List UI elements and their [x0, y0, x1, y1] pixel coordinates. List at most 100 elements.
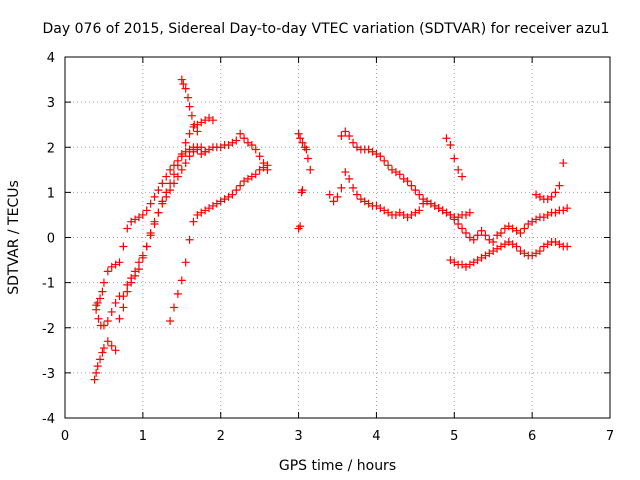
- data-point: [138, 251, 147, 260]
- data-point: [154, 208, 163, 217]
- data-point: [98, 287, 107, 296]
- data-point: [329, 197, 338, 206]
- data-point: [306, 165, 315, 174]
- data-point: [115, 314, 124, 323]
- data-point: [450, 154, 459, 163]
- data-point: [454, 219, 463, 228]
- data-point: [520, 224, 529, 233]
- data-point: [263, 161, 272, 170]
- data-point: [446, 210, 455, 219]
- data-point: [446, 140, 455, 149]
- data-point: [458, 172, 467, 181]
- data-point: [166, 186, 175, 195]
- data-point: [173, 172, 182, 181]
- data-point: [535, 247, 544, 256]
- data-point: [185, 129, 194, 138]
- data-point: [185, 152, 194, 161]
- data-point: [477, 226, 486, 235]
- data-point: [489, 238, 498, 247]
- data-point: [551, 188, 560, 197]
- data-point: [146, 228, 155, 237]
- data-point: [376, 152, 385, 161]
- data-point: [411, 186, 420, 195]
- data-point: [111, 346, 120, 355]
- data-point: [337, 131, 346, 140]
- series-trace-f: [294, 129, 315, 174]
- series-trace-a: [92, 129, 272, 310]
- data-point: [166, 316, 175, 325]
- data-point: [181, 159, 190, 168]
- data-point: [103, 316, 112, 325]
- data-point: [193, 127, 202, 136]
- data-point: [465, 208, 474, 217]
- data-point: [162, 192, 171, 201]
- data-point: [185, 235, 194, 244]
- data-point: [345, 131, 354, 140]
- data-point: [442, 134, 451, 143]
- data-point: [96, 294, 105, 303]
- data-point: [181, 84, 190, 93]
- data-point: [138, 210, 147, 219]
- data-point: [177, 150, 186, 159]
- data-point: [208, 116, 217, 125]
- data-point: [325, 190, 334, 199]
- data-point: [96, 355, 105, 364]
- data-point: [512, 242, 521, 251]
- data-point: [380, 156, 389, 165]
- series-trace-d: [166, 161, 272, 325]
- data-point: [142, 206, 151, 215]
- data-point: [170, 179, 178, 188]
- data-point: [481, 231, 490, 240]
- x-tick-label: 6: [528, 429, 536, 444]
- y-tick-label: -4: [42, 412, 55, 427]
- data-point: [415, 190, 424, 199]
- x-axis-label: GPS time / hours: [279, 458, 396, 474]
- data-point: [236, 181, 245, 190]
- data-point: [197, 143, 206, 152]
- chart-title: Day 076 of 2015, Sidereal Day-to-day VTE…: [43, 21, 610, 37]
- series-trace-e: [177, 75, 202, 136]
- y-tick-label: 3: [47, 96, 55, 111]
- data-point: [90, 375, 99, 384]
- data-point: [384, 161, 393, 170]
- data-point: [563, 204, 572, 213]
- data-point: [303, 154, 312, 163]
- data-points: [90, 75, 572, 384]
- data-point: [184, 93, 193, 102]
- data-point: [337, 183, 346, 192]
- data-point: [131, 267, 140, 276]
- data-point: [150, 217, 159, 226]
- data-point: [154, 186, 163, 195]
- data-point: [454, 165, 463, 174]
- data-point: [142, 242, 151, 251]
- data-point: [173, 161, 182, 170]
- data-point: [94, 314, 103, 323]
- grid: [65, 57, 610, 418]
- data-point: [341, 168, 350, 177]
- data-point: [127, 274, 136, 283]
- data-point: [563, 242, 572, 251]
- x-tick-label: 4: [372, 429, 380, 444]
- y-tick-label: 1: [47, 186, 55, 201]
- data-point: [158, 199, 167, 208]
- x-tick-label: 0: [61, 429, 69, 444]
- series-trace-l: [532, 159, 568, 204]
- data-point: [179, 80, 188, 89]
- data-point: [201, 147, 210, 156]
- data-point: [555, 181, 564, 190]
- y-tick-label: -2: [42, 322, 55, 337]
- data-point: [92, 305, 101, 314]
- y-axis-label: SDTVAR / TECUs: [6, 180, 22, 295]
- x-tick-label: 7: [606, 429, 614, 444]
- data-point: [119, 292, 128, 301]
- data-point: [177, 165, 186, 174]
- series-trace-k: [442, 134, 467, 181]
- x-tick-label: 5: [450, 429, 458, 444]
- data-point: [333, 192, 342, 201]
- data-point: [251, 170, 260, 179]
- data-point: [158, 179, 167, 188]
- data-point: [189, 147, 198, 156]
- data-point: [119, 242, 128, 251]
- data-point: [103, 337, 112, 346]
- axis-ticks: 0 1 2 3 4 5 6 7 -4 -3 -2 -1 0 1 2 3 4: [42, 51, 614, 444]
